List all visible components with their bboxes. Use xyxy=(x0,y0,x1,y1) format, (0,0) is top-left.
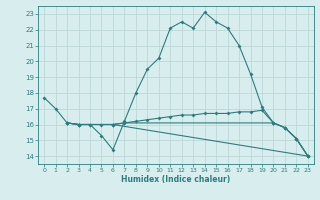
X-axis label: Humidex (Indice chaleur): Humidex (Indice chaleur) xyxy=(121,175,231,184)
